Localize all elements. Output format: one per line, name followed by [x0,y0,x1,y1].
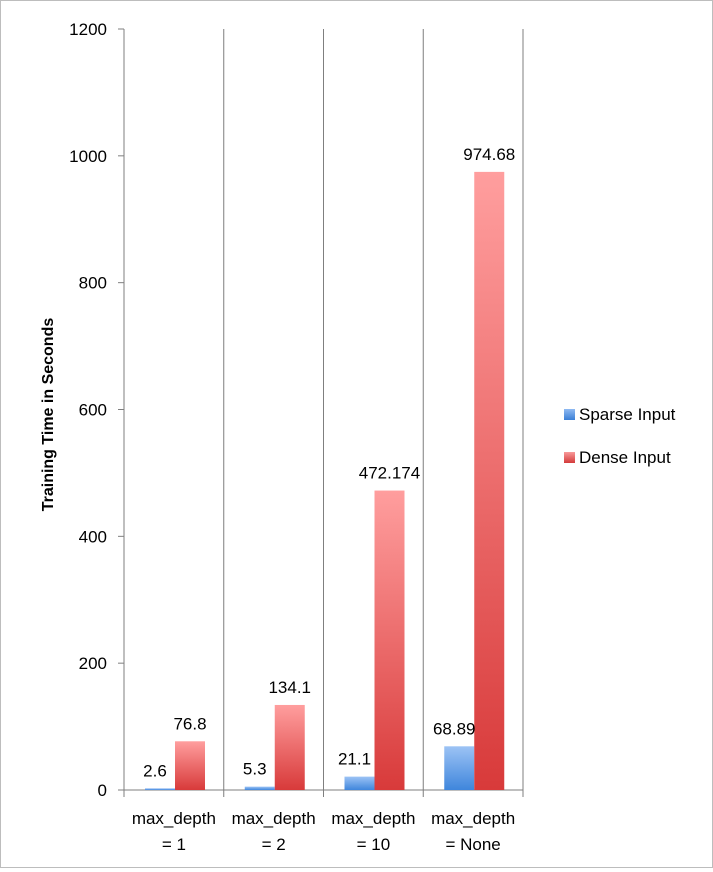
x-tick-label: max_depth [232,809,316,828]
data-label: 472.174 [359,464,420,483]
x-tick-label: = 10 [357,835,391,854]
bar-sparse [145,788,175,790]
data-label: 974.68 [463,145,515,164]
bar-sparse [444,746,475,790]
data-label: 5.3 [243,760,267,779]
bar-dense [474,171,505,790]
y-tick-label: 600 [79,401,107,420]
x-tick-label: = 1 [162,835,186,854]
data-label: 134.1 [268,678,311,697]
x-tick-label: max_depth [431,809,515,828]
legend-swatch [564,452,575,463]
y-tick-label: 1200 [69,20,107,39]
data-label: 76.8 [173,714,206,733]
y-tick-label: 0 [98,781,107,800]
x-tick-label: = 2 [262,835,286,854]
legend: Sparse Input Dense Input [564,405,676,467]
bar-dense [374,490,405,790]
bar-sparse [344,776,375,790]
bar-sparse [244,786,275,790]
data-label: 68.89 [433,719,476,738]
legend-label: Sparse Input [579,405,676,424]
x-tick-label: max_depth [132,809,216,828]
y-tick-label: 1000 [69,147,107,166]
legend-swatch [564,409,575,420]
data-label: 21.1 [338,750,371,769]
data-label: 2.6 [143,761,167,780]
y-axis-title: Training Time in Seconds [40,318,57,512]
x-tick-label: max_depth [331,809,415,828]
bars [145,171,505,790]
x-tick-label: = None [445,835,500,854]
bar-dense [175,741,205,790]
data-labels: 2.6 5.3 21.1 68.89 76.8 134.1 472.174 974.68 [143,145,515,780]
y-tick-label: 400 [79,527,107,546]
legend-label: Dense Input [579,448,671,467]
bar-dense [274,704,305,790]
y-tick-label: 800 [79,274,107,293]
axes: 0 200 400 600 800 1000 1200 Training Time in Se… [40,20,524,854]
y-tick-label: 200 [79,654,107,673]
